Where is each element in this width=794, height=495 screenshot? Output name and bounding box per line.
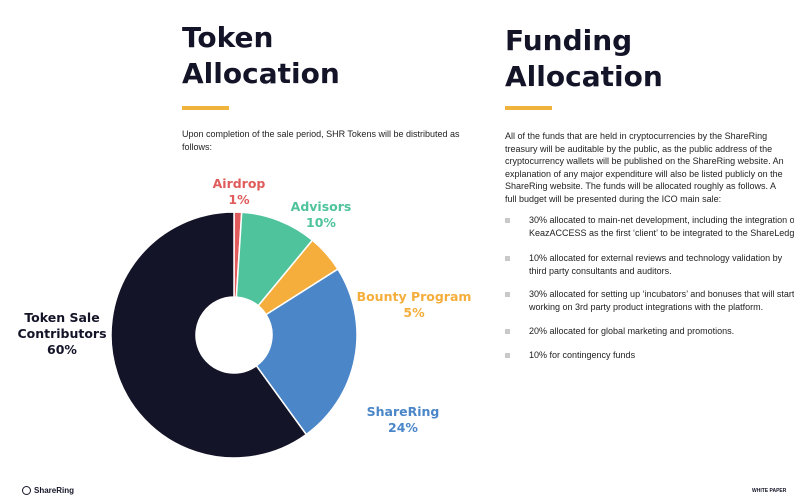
funding-item-text: 30% allocated to main-net development, i…	[529, 215, 794, 225]
slice-sharering	[255, 268, 358, 436]
slice-percent: 24%	[388, 420, 418, 435]
token-title-underline	[182, 106, 229, 110]
token-allocation-donut-chart: Airdrop 1% Advisors 10% Bounty Program 5% Shar…	[17, 176, 472, 459]
funding-allocation-title: Funding Allocation	[505, 23, 663, 95]
label-advisors: Advisors 10%	[291, 199, 352, 230]
footer-logo-text: ShareRing	[34, 486, 75, 495]
token-title-line1: Token	[182, 21, 274, 54]
slice-name: Contributors	[17, 326, 106, 341]
funding-item-incubators: 30% allocated for setting up ‘incubators…	[505, 288, 794, 313]
funding-item-text: KeazACCESS as the first ‘client’ to be i…	[529, 227, 794, 238]
slice-name: Token Sale	[24, 310, 99, 325]
label-airdrop: Airdrop 1%	[213, 176, 266, 207]
funding-item-marketing: 20% allocated for global marketing and p…	[505, 325, 794, 338]
bullet-marker	[505, 218, 510, 223]
funding-item-reviews: 10% allocated for external reviews and t…	[505, 252, 794, 277]
bullet-marker	[505, 329, 510, 334]
funding-intro-text: All of the funds that are held in crypto…	[505, 131, 784, 204]
funding-item-contingency: 10% for contingency funds	[505, 349, 794, 362]
funding-item-text: 30% allocated for setting up ‘incubators…	[529, 289, 794, 299]
funding-item-text: 10% for contingency funds	[529, 349, 636, 360]
bullet-marker	[505, 292, 510, 297]
token-intro-text: Upon completion of the sale period, SHR …	[182, 129, 460, 152]
funding-item-text: 10% allocated for external reviews and t…	[529, 253, 783, 263]
funding-title-line1: Funding	[505, 24, 633, 57]
funding-item-mainnet: 30% allocated to main-net development, i…	[505, 214, 794, 239]
funding-item-text: 20% allocated for global marketing and p…	[529, 326, 735, 336]
funding-title-underline	[505, 106, 552, 110]
label-bounty-program: Bounty Program 5%	[357, 289, 472, 320]
slice-percent: 5%	[403, 305, 425, 320]
slice-percent: 10%	[306, 215, 336, 230]
slice-name: Airdrop	[213, 176, 266, 191]
slice-token-sale-contributors	[110, 211, 308, 459]
slice-name: ShareRing	[367, 404, 440, 419]
footer-document-label: WHITE PAPER	[752, 488, 787, 494]
slice-percent: 1%	[228, 192, 250, 207]
token-allocation-title: Token Allocation	[182, 20, 340, 92]
token-title-line2: Allocation	[182, 57, 340, 90]
slice-name: Bounty Program	[357, 289, 472, 304]
funding-item-text: working on 3rd party product integration…	[529, 301, 764, 312]
funding-item-text: third party consultants and auditors.	[529, 265, 672, 276]
slice-percent: 60%	[47, 342, 77, 357]
slice-name: Advisors	[291, 199, 352, 214]
funding-allocation-list: 30% allocated to main-net development, i…	[505, 214, 794, 361]
label-sharering: ShareRing 24%	[367, 404, 440, 435]
funding-title-line2: Allocation	[505, 60, 663, 93]
bullet-marker	[505, 352, 510, 358]
bullet-marker	[505, 256, 510, 261]
label-token-sale-contributors: Token Sale Contributors 60%	[17, 310, 106, 357]
